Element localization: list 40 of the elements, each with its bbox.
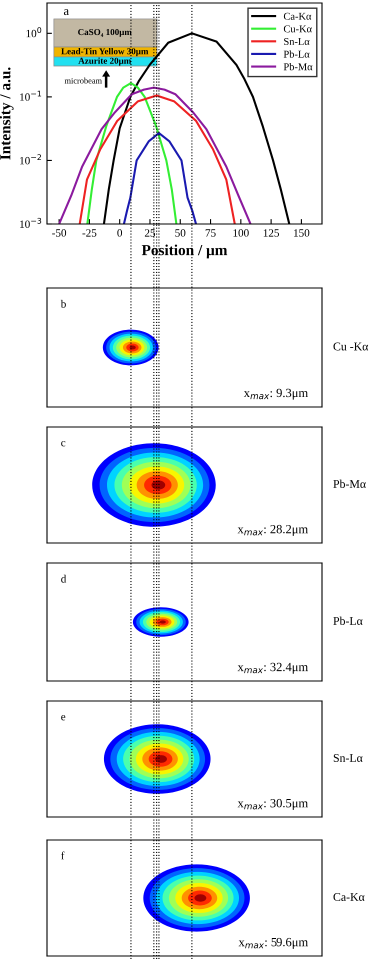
- annotation: a: [64, 9, 69, 16]
- legend-label: Ca-Kα: [284, 12, 312, 20]
- x-tick-label: 75: [206, 229, 216, 237]
- x-tick-label: 100: [233, 229, 249, 237]
- annotation: CaSO₄ 100μm: [78, 29, 132, 37]
- legend-label: Pb-Lα: [284, 50, 310, 58]
- x-tick-label: 0: [117, 229, 122, 237]
- legend-label: Cu-Kα: [284, 25, 312, 32]
- text: x$_{max}$: 32.4μm: [238, 662, 308, 674]
- text: Pb-Lα: [333, 616, 363, 625]
- annotation: Azurite 20μm: [78, 57, 132, 66]
- text: Pb-Mα: [333, 480, 366, 488]
- text: e: [61, 715, 66, 720]
- annotation: Lead-Tin Yellow 30μm: [61, 48, 148, 56]
- text: f: [61, 851, 64, 860]
- x-tick-label: 150: [294, 229, 310, 237]
- text: b: [60, 300, 66, 308]
- text: x$_{max}$: 28.2μm: [238, 524, 308, 536]
- x-tick-label: 125: [264, 229, 280, 237]
- text: Ca-Kα: [333, 893, 364, 901]
- y-tick-label: 10$^{0}$: [26, 27, 42, 38]
- x-tick-label: 25: [144, 229, 156, 237]
- x-axis-title: Position / μm: [142, 244, 228, 258]
- text: x$_{max}$: 59.6μm: [238, 938, 308, 949]
- text: c: [61, 441, 66, 446]
- y-tick-label: 10$^{−3}$: [20, 218, 42, 228]
- text: x$_{max}$: 30.5μm: [238, 798, 308, 810]
- y-tick-label: 10$^{−2}$: [20, 154, 42, 164]
- annotation: microbeam: [64, 78, 102, 84]
- text: d: [61, 574, 66, 583]
- x-tick-label: 50: [175, 229, 186, 237]
- text: x$_{max}$: 9.3μm: [244, 388, 308, 400]
- text: Cu -Kα: [333, 342, 368, 350]
- legend-label: Sn-Lα: [284, 38, 310, 46]
- y-tick-label: 10$^{−1}$: [20, 90, 42, 101]
- legend-label: Pb-Mα: [284, 62, 312, 70]
- x-tick-label: -25: [82, 229, 96, 237]
- text: Sn-Lα: [334, 754, 363, 762]
- y-axis-title: Intensity / a.u.: [0, 67, 14, 160]
- x-tick-label: -50: [52, 229, 66, 237]
